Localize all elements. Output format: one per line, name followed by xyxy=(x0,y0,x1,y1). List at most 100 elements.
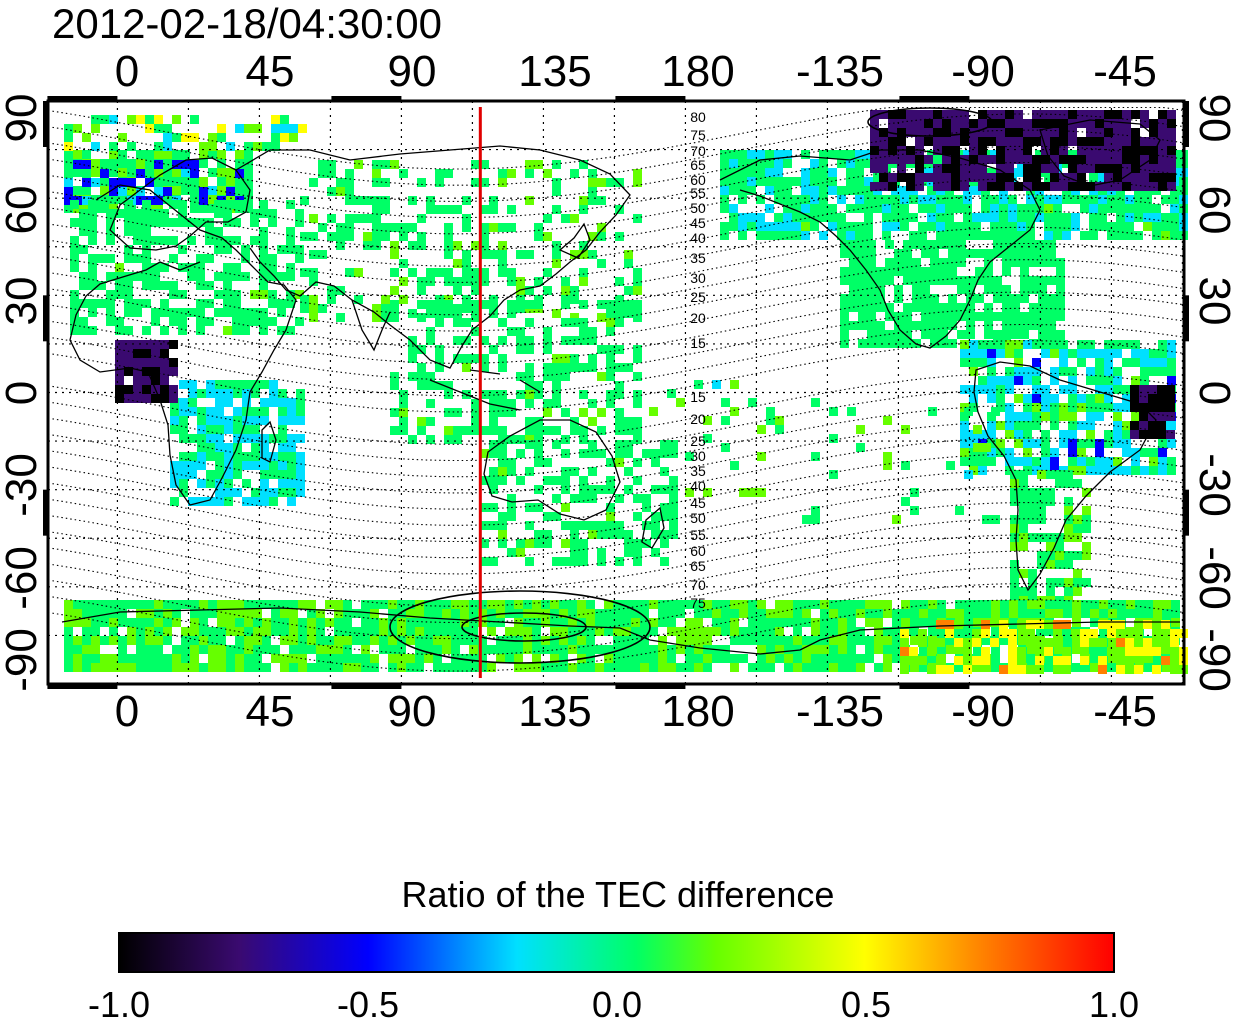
tec-pixel xyxy=(208,627,217,636)
tec-pixel xyxy=(233,434,242,443)
tec-pixel xyxy=(136,196,145,205)
tec-pixel xyxy=(1019,515,1028,524)
tec-pixel xyxy=(190,186,199,195)
tec-pixel xyxy=(345,178,354,187)
tec-pixel xyxy=(1134,638,1143,647)
tec-pixel xyxy=(955,663,964,672)
tec-pixel xyxy=(196,308,205,317)
tec-pixel xyxy=(259,254,268,263)
tec-pixel xyxy=(729,177,738,186)
tec-pixel xyxy=(876,285,885,294)
tec-pixel xyxy=(633,458,642,467)
tec-pixel xyxy=(703,636,712,645)
tec-pixel xyxy=(478,636,487,645)
tec-pixel xyxy=(82,609,91,618)
tec-pixel xyxy=(259,227,268,236)
tec-pixel xyxy=(118,195,127,204)
tec-pixel xyxy=(1002,267,1011,276)
tec-pixel xyxy=(847,663,856,672)
tec-pixel xyxy=(307,645,316,654)
tec-pixel xyxy=(235,636,244,645)
tec-pixel xyxy=(667,389,676,398)
tec-pixel xyxy=(676,600,685,609)
tec-pixel xyxy=(856,663,865,672)
tec-pixel xyxy=(133,349,142,358)
tec-pixel xyxy=(837,213,846,222)
tec-pixel xyxy=(1032,466,1041,475)
tec-pixel xyxy=(1134,213,1143,222)
tec-pixel xyxy=(937,645,946,654)
tec-pixel xyxy=(115,317,124,326)
tec-pixel xyxy=(462,295,471,304)
tec-pixel xyxy=(172,654,181,663)
tec-pixel xyxy=(543,426,552,435)
tec-pixel xyxy=(1116,665,1125,674)
tec-pixel xyxy=(972,222,981,231)
tec-pixel xyxy=(552,426,561,435)
tec-pixel xyxy=(903,267,912,276)
tec-pixel xyxy=(948,303,957,312)
tec-pixel xyxy=(1026,231,1035,240)
tec-pixel xyxy=(115,272,124,281)
tec-pixel xyxy=(1035,656,1044,665)
tec-pixel xyxy=(199,177,208,186)
tec-pixel xyxy=(901,425,910,434)
tec-pixel xyxy=(874,627,883,636)
tec-pixel xyxy=(1152,638,1161,647)
tec-pixel xyxy=(939,321,948,330)
tec-pixel xyxy=(1162,645,1171,654)
magnetic-contour xyxy=(47,307,1183,381)
tec-pixel xyxy=(1005,173,1014,182)
magnetic-contour xyxy=(47,291,1183,364)
colorbar-tick-label: -1.0 xyxy=(87,984,151,1025)
tec-pixel xyxy=(606,309,615,318)
tec-pixel xyxy=(352,663,361,672)
tec-pixel xyxy=(199,636,208,645)
tec-pixel xyxy=(756,177,765,186)
tec-pixel xyxy=(127,115,136,124)
tec-pixel xyxy=(307,600,316,609)
tec-pixel xyxy=(1068,128,1077,137)
tec-pixel xyxy=(792,204,801,213)
tec-pixel xyxy=(268,272,277,281)
tec-pixel xyxy=(615,521,624,530)
tec-pixel xyxy=(1053,222,1062,231)
tec-pixel xyxy=(97,254,106,263)
tec-pixel xyxy=(516,449,525,458)
tec-pixel xyxy=(901,618,910,627)
tec-pixel xyxy=(1062,222,1071,231)
tec-pixel xyxy=(469,618,478,627)
tec-pixel xyxy=(1131,376,1140,385)
tec-pixel xyxy=(969,119,978,128)
tec-pixel xyxy=(251,389,260,398)
tec-pixel xyxy=(1041,385,1050,394)
tec-pixel xyxy=(892,515,901,524)
tec-pixel xyxy=(136,663,145,672)
tec-pixel xyxy=(142,358,151,367)
coastline-australia xyxy=(483,419,621,521)
tec-pixel xyxy=(178,326,187,335)
tec-pixel xyxy=(1044,195,1053,204)
tec-pixel xyxy=(1038,258,1047,267)
tec-pixel xyxy=(1053,665,1062,674)
tec-pixel xyxy=(64,204,73,213)
tec-pixel xyxy=(145,636,154,645)
tec-pixel xyxy=(197,425,206,434)
tec-pixel xyxy=(70,263,79,272)
tec-pixel xyxy=(235,169,244,178)
frame-tick-top xyxy=(899,96,970,101)
tec-pixel xyxy=(820,618,829,627)
tec-pixel xyxy=(876,267,885,276)
tec-pixel xyxy=(226,618,235,627)
tec-pixel xyxy=(199,150,208,159)
tec-pixel xyxy=(289,654,298,663)
tec-pixel xyxy=(327,187,336,196)
tec-pixel xyxy=(918,629,927,638)
tec-pixel xyxy=(217,150,226,159)
tec-pixel xyxy=(1077,110,1086,119)
tec-pixel xyxy=(487,627,496,636)
tec-pixel xyxy=(172,618,181,627)
tec-pixel xyxy=(1064,533,1073,542)
tec-pixel xyxy=(774,159,783,168)
tec-pixel xyxy=(1010,524,1019,533)
